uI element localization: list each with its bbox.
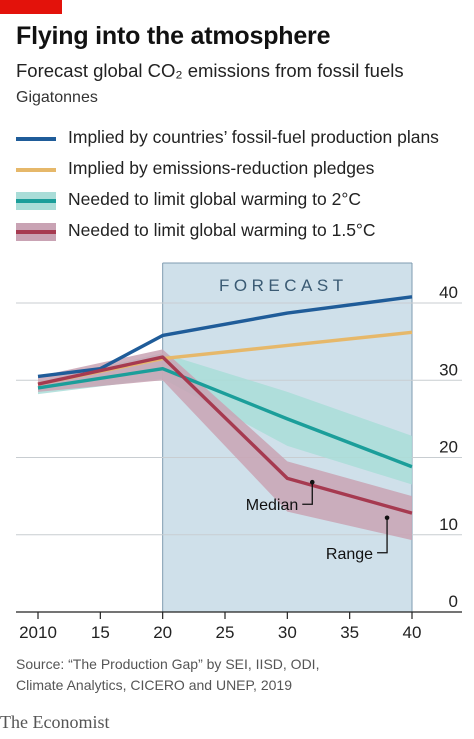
legend-label-2c: Needed to limit global warming to 2°C — [68, 189, 361, 209]
range-leader-line — [377, 517, 388, 554]
legend-swatch-1-5c — [16, 223, 56, 241]
legend-swatch-production-plans — [16, 137, 56, 141]
series-line-2 — [37, 366, 413, 469]
chart-plot-area: FORECAST 0 10 20 30 40 2010 15 20 25 30 35 40 Media… — [16, 262, 462, 642]
legend-swatch-pledges — [16, 168, 56, 172]
y-tick-label-40: 40 — [439, 283, 458, 302]
y-tick-label-0: 0 — [449, 592, 458, 611]
series-line-3 — [37, 355, 413, 515]
median-annotation: Median — [246, 497, 298, 514]
chart-title: Flying into the atmosphere — [16, 22, 331, 50]
source-line-1: Source: “The Production Gap” by SEI, IIS… — [16, 656, 320, 672]
brand-red-tag — [0, 0, 62, 14]
source-line-2: Climate Analytics, CICERO and UNEP, 2019 — [16, 677, 292, 693]
publication-name: The Economist — [0, 712, 110, 732]
x-tick-label-2025: 25 — [216, 623, 235, 642]
source-note: Source: “The Production Gap” by SEI, IIS… — [16, 654, 456, 696]
x-tick-label-2020: 20 — [153, 623, 172, 642]
x-tick-label-2015: 15 — [91, 623, 110, 642]
range-band-3 — [38, 349, 412, 541]
legend-label-production-plans: Implied by countries’ fossil-fuel produc… — [68, 127, 439, 147]
range-band-2 — [38, 353, 412, 485]
forecast-label: FORECAST — [219, 276, 348, 295]
legend-item-production-plans: Implied by countries’ fossil-fuel produc… — [16, 126, 466, 157]
x-tick-label-2030: 30 — [278, 623, 297, 642]
legend-swatch-2c — [16, 192, 56, 210]
y-tick-label-10: 10 — [439, 515, 458, 534]
series-line-0 — [37, 295, 413, 379]
range-annotation: Range — [326, 546, 373, 563]
y-tick-label-20: 20 — [439, 438, 458, 457]
legend: Implied by countries’ fossil-fuel produc… — [16, 126, 466, 250]
x-tick-label-2040: 40 — [403, 623, 422, 642]
legend-item-1-5c: Needed to limit global warming to 1.5°C — [16, 219, 466, 250]
median-leader-line — [302, 482, 313, 505]
median-leader-dot — [309, 479, 315, 485]
chart-subtitle: Forecast global CO₂ emissions from fossi… — [16, 60, 404, 81]
x-tick-label-2035: 35 — [340, 623, 359, 642]
range-leader-dot — [384, 515, 390, 521]
legend-label-1-5c: Needed to limit global warming to 1.5°C — [68, 220, 376, 240]
legend-label-pledges: Implied by emissions-reduction pledges — [68, 158, 375, 178]
legend-item-2c: Needed to limit global warming to 2°C — [16, 188, 466, 219]
unit-label: Gigatonnes — [16, 89, 98, 106]
x-tick-label-2010: 2010 — [19, 623, 57, 642]
y-tick-label-30: 30 — [439, 360, 458, 379]
legend-item-pledges: Implied by emissions-reduction pledges — [16, 157, 466, 188]
